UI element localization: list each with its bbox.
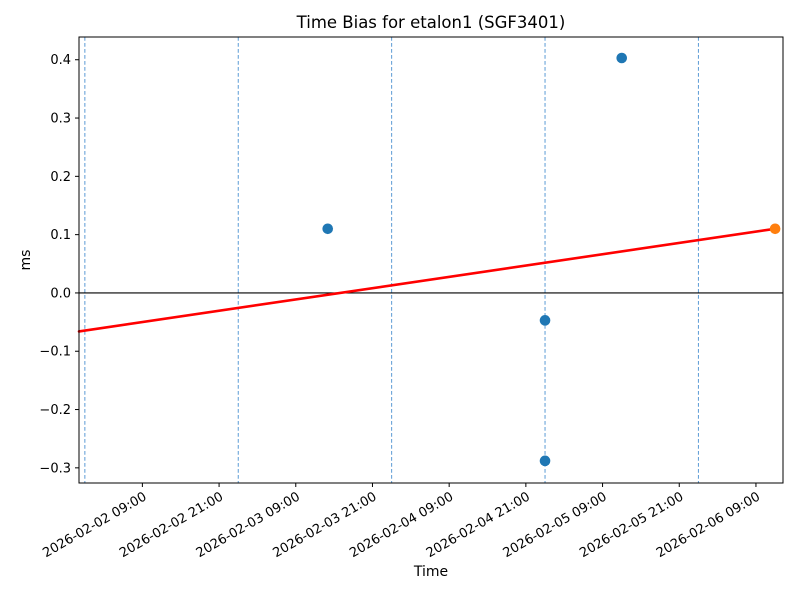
trend-line (77, 227, 777, 333)
time-bias-observations-point (539, 455, 551, 467)
chart-title: Time Bias for etalon1 (SGF3401) (296, 13, 566, 32)
y-tick-label: −0.2 (39, 403, 71, 418)
y-tick-label: 0.1 (50, 228, 71, 243)
time-bias-observations-point (539, 315, 551, 326)
time-bias-observations-point (322, 223, 334, 235)
predicted-time-bias-point (769, 223, 781, 235)
y-tick-label: 0.4 (50, 53, 71, 68)
time-bias-observations-point (616, 52, 628, 64)
y-tick-label: −0.1 (39, 345, 71, 360)
y-tick-label: −0.3 (39, 461, 71, 476)
y-tick-label: 0.3 (50, 112, 71, 127)
y-axis-label: ms (18, 249, 34, 271)
x-axis-label: Time (413, 564, 449, 580)
plot-area (78, 36, 784, 484)
y-tick-label: 0.0 (50, 286, 71, 301)
y-tick-label: 0.2 (50, 170, 71, 185)
